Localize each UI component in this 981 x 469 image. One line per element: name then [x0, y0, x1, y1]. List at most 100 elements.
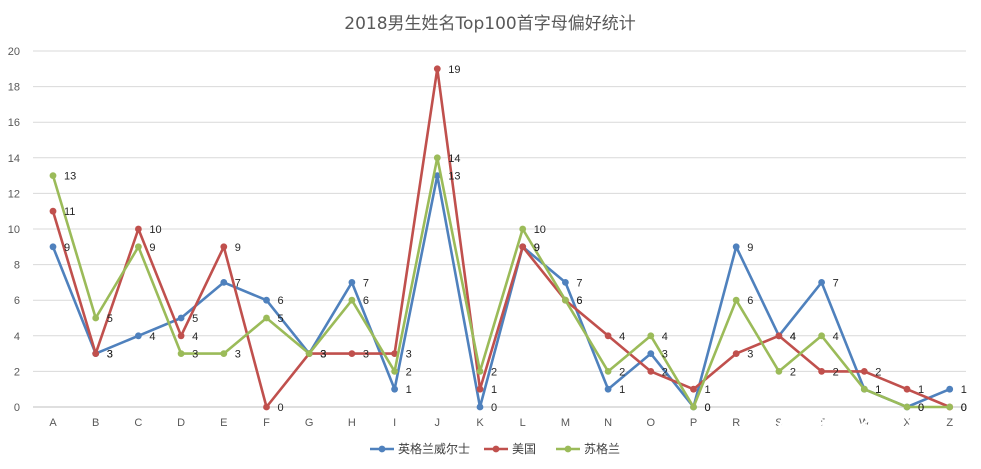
data-label: 10 [534, 224, 546, 236]
data-point [562, 279, 569, 286]
data-label: 2 [619, 366, 625, 378]
data-point [903, 403, 911, 411]
data-label: 13 [64, 171, 76, 183]
data-point [220, 279, 228, 286]
data-label: 4 [833, 331, 839, 343]
data-label: 3 [406, 349, 412, 361]
y-tick-label: 14 [8, 153, 20, 165]
data-point [49, 243, 57, 251]
data-point [263, 296, 270, 304]
y-tick-label: 4 [14, 331, 20, 343]
data-point [732, 296, 740, 304]
data-point [92, 314, 100, 322]
data-point [476, 403, 484, 411]
data-label: 2 [491, 366, 497, 378]
data-point [476, 368, 484, 375]
data-label: 19 [448, 64, 460, 76]
data-label: 5 [192, 313, 198, 325]
data-label: 2 [833, 366, 839, 378]
y-tick-label: 8 [14, 260, 20, 272]
data-label: 0 [491, 402, 497, 414]
chart-title: 2018男生姓名Top100首字母偏好统计 [344, 14, 635, 34]
data-label: 9 [235, 242, 241, 254]
data-point [604, 385, 612, 393]
data-point [220, 243, 228, 251]
data-point [49, 207, 57, 215]
x-tick-label: M [561, 417, 570, 429]
data-point [860, 368, 868, 375]
data-label: 3 [107, 349, 113, 361]
data-point [391, 350, 398, 357]
data-label: 3 [320, 349, 326, 361]
y-tick-label: 16 [8, 117, 20, 129]
legend-label: 美国 [512, 442, 536, 456]
data-point [519, 225, 527, 233]
data-label: 9 [747, 242, 753, 254]
data-point [433, 172, 441, 180]
data-point [305, 350, 313, 357]
data-label: 9 [149, 242, 155, 254]
data-label: 1 [406, 384, 412, 396]
data-label: 6 [747, 295, 753, 307]
data-label: 7 [363, 277, 369, 289]
legend-label: 英格兰威尔士 [398, 441, 470, 456]
data-label: 3 [363, 349, 369, 361]
data-point [860, 385, 868, 393]
x-tick-label: I [393, 417, 396, 429]
data-point [647, 332, 655, 340]
data-point [348, 350, 356, 357]
series-line [51, 156, 952, 409]
data-label: 1 [918, 384, 924, 396]
x-tick-label: E [220, 417, 227, 429]
data-label: 9 [64, 242, 70, 254]
data-label: 1 [705, 384, 711, 396]
data-point [49, 172, 57, 180]
data-label: 7 [833, 277, 839, 289]
data-point [732, 350, 740, 357]
x-tick-label: W [859, 417, 870, 429]
data-point [263, 403, 270, 411]
data-point [220, 350, 228, 357]
data-label: 5 [107, 313, 113, 325]
data-point [647, 368, 655, 375]
x-tick-label: K [476, 417, 484, 429]
data-label: 0 [961, 402, 967, 414]
data-label: 1 [491, 384, 497, 396]
x-tick-label: C [134, 417, 142, 429]
data-point [690, 385, 697, 393]
data-point [604, 368, 612, 375]
gridlines [33, 50, 966, 408]
data-label: 6 [576, 295, 582, 307]
data-label: 4 [192, 331, 198, 343]
data-label: 0 [961, 402, 967, 414]
data-label: 9 [534, 242, 540, 254]
series-lines [49, 65, 954, 411]
x-tick-label: N [604, 417, 612, 429]
data-label: 3 [235, 349, 241, 361]
legend: 英格兰威尔士 美国 苏格兰 [370, 441, 620, 456]
data-label: 0 [705, 402, 711, 414]
x-tick-label: L [520, 417, 526, 429]
data-point [946, 403, 954, 411]
data-point [476, 385, 484, 393]
data-label: 4 [149, 331, 155, 343]
legend-marker [564, 445, 572, 453]
data-label: 10 [149, 224, 161, 236]
data-point [135, 243, 142, 251]
x-tick-label: Z [946, 417, 953, 429]
data-label: 1 [875, 384, 881, 396]
data-point [775, 332, 783, 340]
data-label: 0 [705, 402, 711, 414]
data-point [818, 279, 825, 286]
x-tick-label: A [49, 417, 57, 429]
data-point [818, 368, 825, 375]
data-label: 2 [790, 366, 796, 378]
data-point [177, 332, 185, 340]
x-tick-label: G [305, 417, 314, 429]
data-point [135, 225, 142, 233]
data-point [604, 332, 612, 340]
data-label: 11 [64, 206, 75, 218]
data-point [818, 332, 825, 340]
